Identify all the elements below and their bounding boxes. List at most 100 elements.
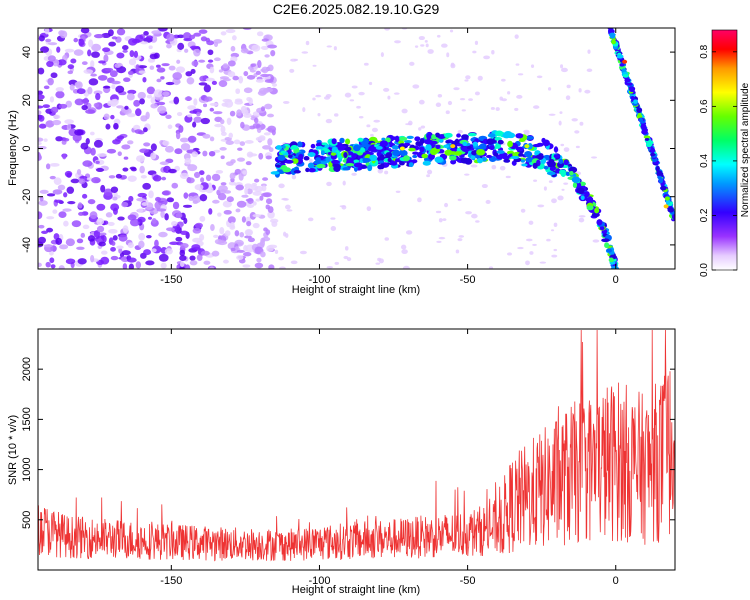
noise-cell [43, 85, 50, 90]
noise-cell [184, 96, 193, 101]
noise-cell [264, 54, 270, 58]
noise-cell [102, 85, 111, 89]
alias-cell [608, 28, 615, 34]
noise-cell [38, 200, 48, 206]
noise-cell [193, 98, 198, 106]
band-cell [586, 205, 594, 211]
noise-cell [164, 145, 174, 153]
noise-cell [81, 61, 88, 66]
band-cell [381, 137, 386, 141]
faint-cell [426, 174, 431, 178]
noise-cell [99, 232, 107, 236]
noise-cell [45, 163, 51, 170]
band-cell [379, 140, 389, 147]
faint-cell [586, 68, 593, 73]
noise-cell [260, 45, 269, 51]
alias-cell [645, 141, 653, 148]
noise-cell [65, 238, 75, 247]
band-cell [392, 149, 401, 157]
noise-cell [108, 175, 116, 179]
band-cell [331, 138, 337, 145]
faint-cell [475, 220, 480, 223]
noise-cell [122, 263, 128, 269]
noise-cell [258, 152, 264, 160]
noise-cell [252, 123, 261, 129]
noise-cell [103, 113, 110, 120]
band-cell [449, 155, 457, 161]
noise-cell [267, 125, 277, 133]
band-cell [342, 166, 351, 171]
band-cell [334, 163, 341, 171]
band-cell [277, 154, 286, 161]
noise-cell [130, 167, 137, 172]
noise-cell [260, 106, 266, 112]
band-cell [337, 142, 343, 149]
noise-cell [38, 236, 46, 244]
x-tick-label: 0 [613, 575, 619, 587]
faint-cell [351, 172, 357, 176]
faint-cell [344, 246, 349, 251]
band-cell [487, 133, 496, 138]
band-cell [430, 148, 438, 156]
faint-cell [405, 230, 413, 235]
noise-cell [38, 110, 42, 115]
band-cell [270, 171, 280, 175]
faint-cell [375, 262, 381, 265]
noise-cell [224, 230, 231, 237]
noise-cell [245, 161, 252, 166]
noise-cell [104, 67, 114, 72]
noise-cell [271, 221, 278, 228]
noise-cell [192, 200, 199, 205]
faint-cell [464, 79, 469, 82]
noise-cell [137, 216, 146, 223]
noise-cell [136, 197, 146, 202]
noise-cell [175, 236, 183, 242]
noise-cell [225, 28, 236, 34]
noise-cell [111, 84, 116, 90]
band-cell [345, 138, 351, 145]
band-cell [339, 137, 345, 144]
band-cell [297, 141, 303, 148]
noise-cell [221, 102, 229, 107]
faint-cell [553, 248, 558, 252]
noise-cell [239, 231, 245, 238]
alias-cell [609, 34, 616, 39]
noise-cell [228, 132, 234, 139]
noise-cell [64, 170, 73, 178]
faint-cell [483, 55, 490, 60]
noise-cell [205, 77, 215, 82]
peak-cell [663, 204, 669, 209]
faint-cell [481, 184, 488, 189]
noise-cell [83, 97, 89, 106]
faint-cell [435, 210, 442, 214]
faint-cell [420, 125, 426, 129]
noise-cell [177, 34, 185, 39]
noise-cell [254, 178, 260, 183]
band-cell [527, 143, 533, 150]
noise-cell [139, 98, 145, 105]
noise-cell [198, 59, 206, 63]
faint-cell [471, 213, 478, 219]
faint-cell [532, 243, 537, 246]
faint-cell [470, 164, 478, 168]
noise-cell [211, 173, 221, 182]
spectrogram-x-ticks: -150 -100 -50 0 [160, 28, 619, 286]
faint-cell [284, 233, 289, 238]
faint-cell [438, 218, 443, 223]
noise-cell [177, 42, 185, 50]
noise-cell [179, 172, 189, 180]
x-tick-label: -150 [160, 575, 182, 587]
noise-cell [179, 137, 189, 143]
faint-cell [351, 85, 358, 89]
faint-cell [325, 118, 333, 124]
faint-cell [543, 186, 547, 191]
band-cell [375, 146, 383, 150]
noise-cell [124, 105, 129, 110]
noise-cell [243, 251, 252, 257]
noise-cell [245, 229, 252, 237]
noise-cell [146, 235, 152, 239]
noise-cell [175, 80, 181, 84]
noise-cell [229, 172, 236, 180]
noise-cell [254, 262, 264, 269]
band-cell [565, 171, 570, 176]
